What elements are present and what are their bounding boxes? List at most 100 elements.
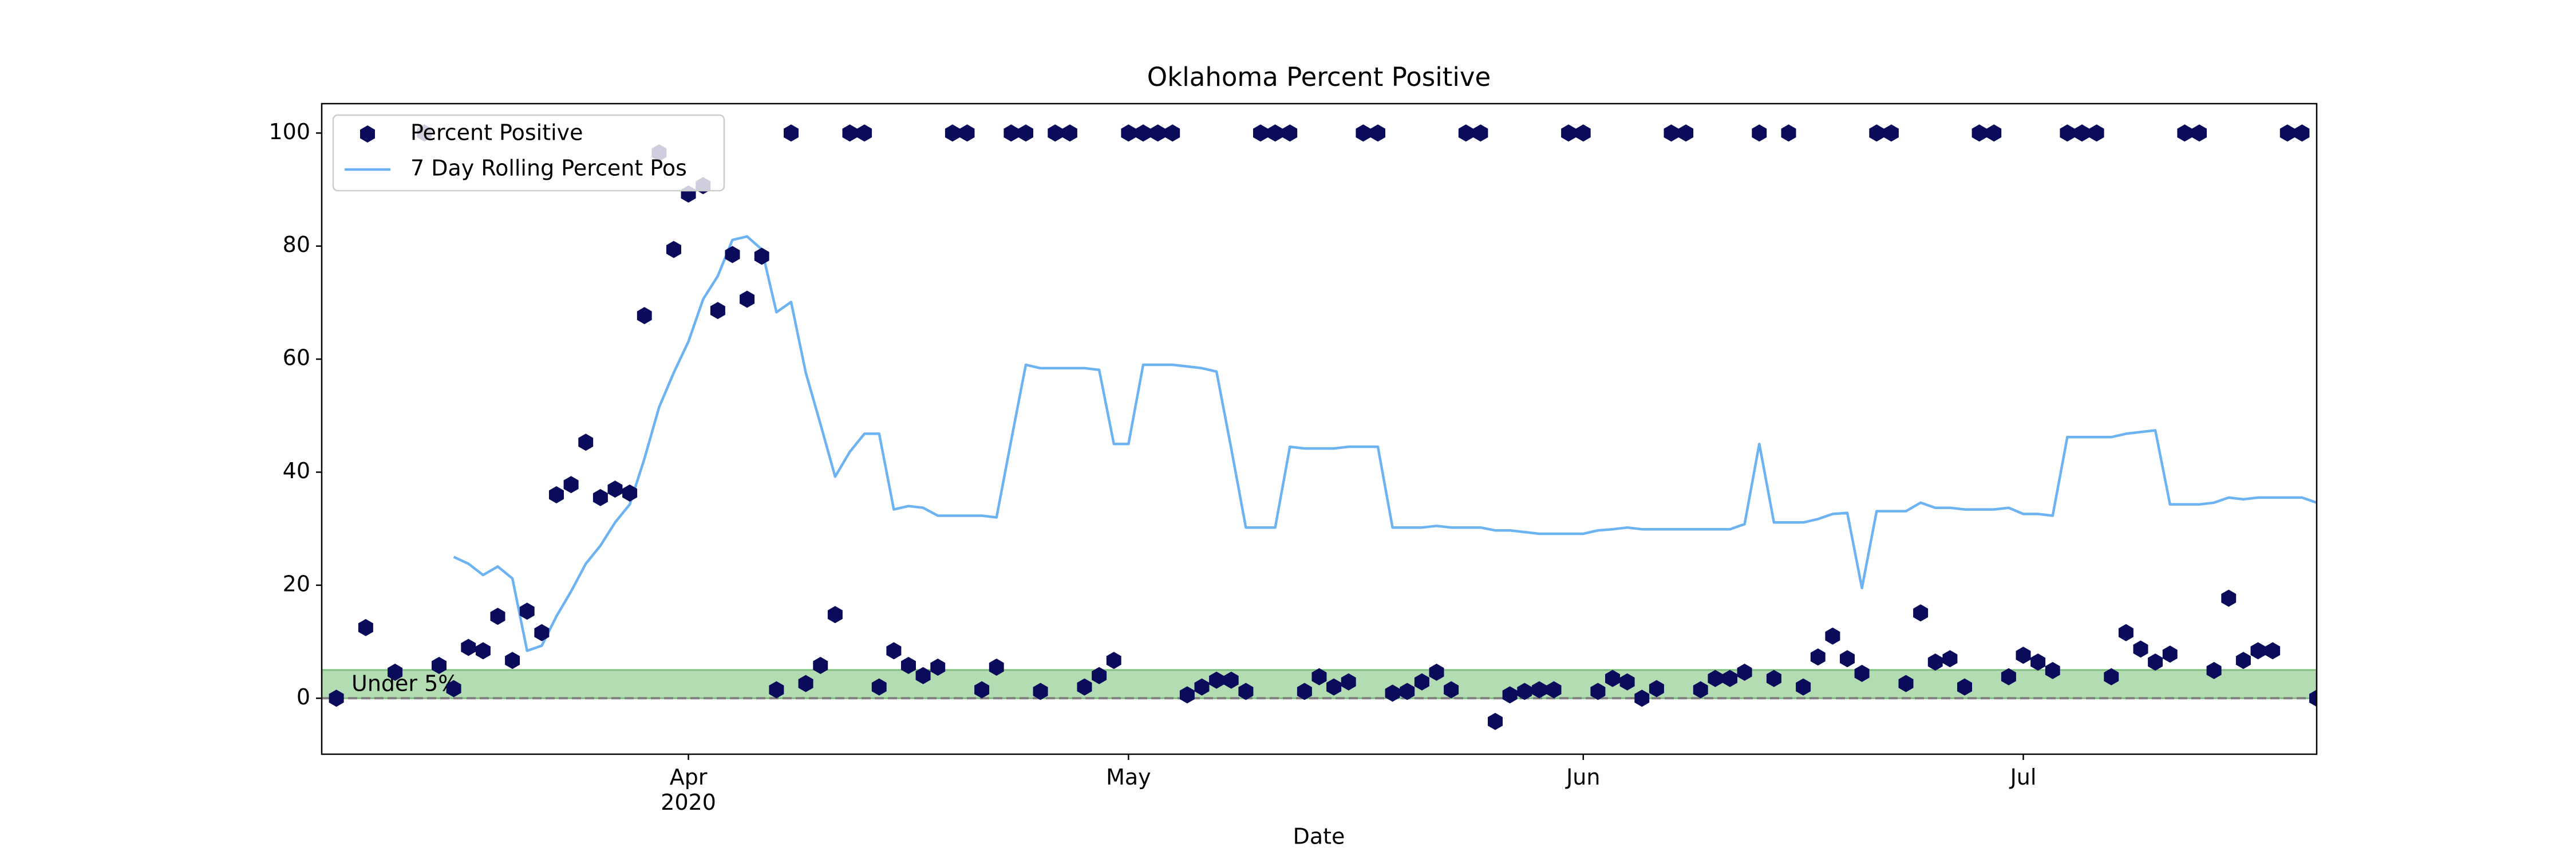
scatter-point [1370, 124, 1385, 142]
scatter-point [1018, 124, 1033, 142]
scatter-point [725, 246, 740, 263]
scatter-point [1825, 627, 1840, 645]
scatter-point [2118, 624, 2134, 641]
scatter-point [329, 689, 344, 707]
scatter-point [915, 667, 931, 684]
x-axis-label: Date [1293, 824, 1345, 849]
scatter-point [2148, 653, 2163, 671]
scatter-point [2089, 124, 2104, 142]
scatter-point [989, 659, 1004, 676]
scatter-point [1517, 683, 1532, 700]
scatter-point [1253, 124, 1268, 142]
scatter-point [886, 642, 902, 660]
y-tick-label: 0 [297, 684, 310, 710]
scatter-point [1986, 124, 2002, 142]
scatter-point [1458, 124, 1473, 142]
scatter-point [2192, 124, 2207, 142]
scatter-point [2045, 661, 2060, 679]
scatter-point [1033, 683, 1048, 700]
scatter-point [2016, 647, 2031, 664]
scatter-point [710, 302, 725, 320]
scatter-point [1238, 683, 1254, 700]
scatter-point [475, 642, 491, 660]
scatter-point [1385, 684, 1400, 702]
rolling-line [453, 235, 2317, 652]
scatter-point [388, 663, 403, 681]
legend-label: Percent Positive [410, 120, 583, 145]
scatter-point [1854, 664, 1870, 682]
scatter-point [637, 307, 652, 325]
scatter-point [754, 247, 769, 265]
scatter-point [1664, 124, 1679, 142]
scatter-point [813, 657, 828, 674]
scatter-point [1883, 124, 1899, 142]
scatter-point [1546, 681, 1562, 699]
scatter-point [1326, 678, 1342, 696]
scatter-point [1796, 678, 1811, 696]
scatter-point [769, 681, 784, 699]
legend-marker [360, 125, 375, 143]
scatter-point [2279, 124, 2295, 142]
scatter-point [1649, 680, 1664, 698]
legend-box [332, 114, 725, 192]
scatter-point [1429, 663, 1444, 681]
scatter-point [446, 680, 461, 698]
scatter-point [1297, 683, 1312, 700]
scatter-point [1077, 678, 1092, 696]
scatter-point [1194, 678, 1210, 696]
scatter-point [857, 124, 872, 142]
scatter-point [1678, 124, 1694, 142]
plot-area: Under 5% [322, 124, 2317, 730]
scatter-point [358, 618, 373, 636]
scatter-point [592, 488, 608, 506]
scatter-point [578, 434, 594, 451]
y-tick-label: 40 [283, 458, 310, 483]
scatter-point [1708, 669, 1723, 687]
x-tick-label: Apr 2020 [661, 765, 716, 815]
scatter-point [490, 608, 505, 625]
scatter-point [1531, 681, 1547, 699]
scatter-point [1400, 683, 1415, 700]
scatter-point [1722, 669, 1737, 687]
scatter-point [622, 484, 638, 502]
y-tick-label: 60 [283, 345, 310, 371]
scatter-point [1223, 671, 1239, 689]
scatter-point [1106, 652, 1121, 669]
scatter-point [1590, 683, 1606, 700]
scatter-point [1693, 681, 1708, 699]
scatter-point [461, 639, 476, 656]
scatter-point [974, 681, 990, 699]
scatter-point [1752, 124, 1767, 142]
scatter-point [1971, 124, 1987, 142]
scatter-point [1634, 689, 1650, 707]
scatter-point [842, 124, 858, 142]
reference-band-label: Under 5% [351, 671, 459, 696]
scatter-point [901, 657, 916, 674]
scatter-point [1150, 124, 1165, 142]
scatter-point [1062, 124, 1077, 142]
scatter-point [2104, 668, 2119, 685]
scatter-point [2265, 642, 2281, 660]
scatter-point [2001, 668, 2016, 685]
scatter-point [827, 606, 843, 624]
scatter-point [563, 476, 579, 494]
scatter-point [2030, 653, 2046, 671]
scatter-point [2235, 652, 2251, 669]
scatter-point [1737, 663, 1752, 681]
chart-title: Oklahoma Percent Positive [1147, 62, 1491, 92]
scatter-point [2060, 124, 2075, 142]
scatter-point [2250, 642, 2266, 660]
scatter-point [1898, 675, 1914, 692]
legend-label: 7 Day Rolling Percent Pos [410, 156, 687, 181]
scatter-point [666, 241, 681, 258]
scatter-point [1311, 668, 1327, 685]
x-tick-label: May [1106, 765, 1151, 790]
scatter-point [1561, 124, 1577, 142]
scatter-point [1605, 669, 1620, 687]
scatter-point [1209, 671, 1224, 689]
scatter-point [1341, 673, 1356, 691]
scatter-point [1003, 124, 1019, 142]
scatter-point [505, 652, 520, 669]
